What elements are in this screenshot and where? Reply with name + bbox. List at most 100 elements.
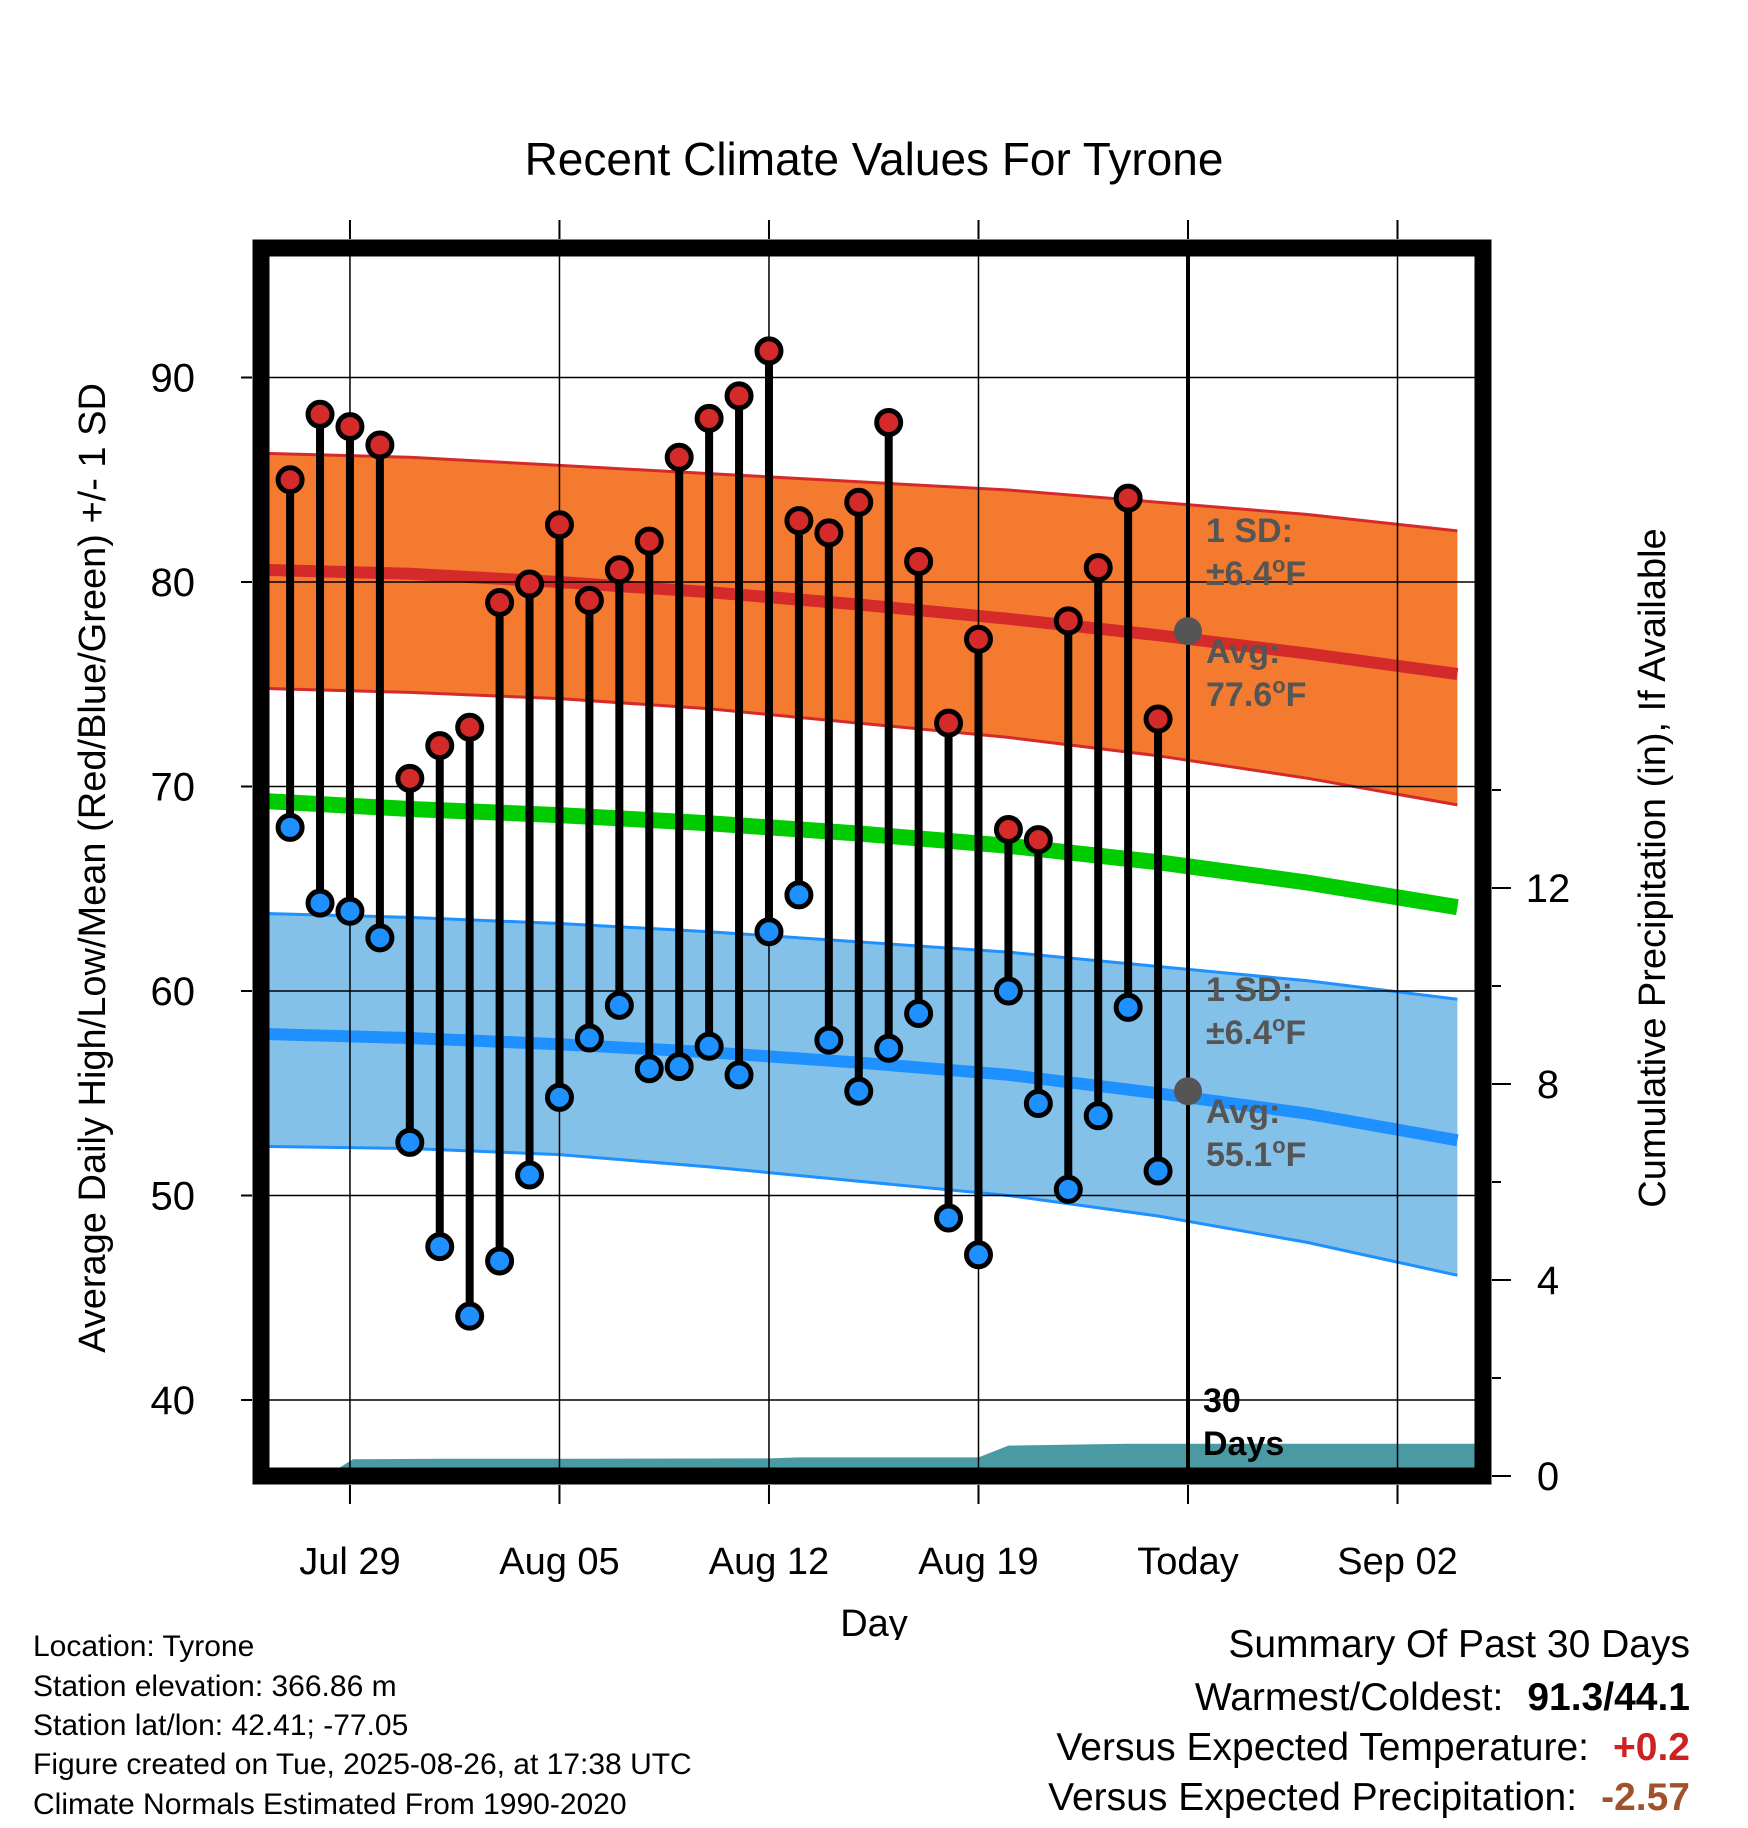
- high-point-aug-15: [844, 487, 874, 517]
- warmest-coldest-value: 91.3/44.1: [1527, 1676, 1690, 1719]
- low-point-aug-25: [1143, 1156, 1173, 1186]
- low-point-aug-02: [455, 1301, 485, 1331]
- high-point-aug-18: [934, 708, 964, 738]
- summary-row-precip: Versus Expected Precipitation: -2.57: [1048, 1778, 1690, 1817]
- summary-row-temp: Versus Expected Temperature: +0.2: [1056, 1728, 1690, 1767]
- latlon-text: Station lat/lon: 42.41; -77.05: [33, 1709, 409, 1742]
- high-point-aug-17: [904, 547, 934, 577]
- low-point-jul-30: [365, 923, 395, 953]
- high-point-jul-27: [275, 465, 305, 495]
- plot-frame: [252, 239, 1492, 1485]
- low-point-aug-17: [904, 998, 934, 1028]
- y-tick-label-90: 90: [151, 357, 196, 401]
- low-point-aug-03: [485, 1246, 515, 1276]
- high-point-aug-06: [574, 585, 604, 615]
- high-point-aug-05: [544, 510, 574, 540]
- days-count-label: 30: [1203, 1382, 1241, 1420]
- x-tick-label-aug-19: Aug 19: [918, 1541, 1038, 1583]
- high-point-aug-03: [485, 587, 515, 617]
- high-point-jul-29: [335, 412, 365, 442]
- low-point-aug-08: [634, 1054, 664, 1084]
- days-unit-label: Days: [1203, 1425, 1284, 1463]
- summary-row-warmest: Warmest/Coldest: 91.3/44.1: [1195, 1678, 1690, 1717]
- high-sd-label: 1 SD:: [1206, 512, 1293, 550]
- low-point-jul-29: [335, 896, 365, 926]
- high-point-aug-12: [754, 336, 784, 366]
- low-point-aug-13: [784, 880, 814, 910]
- y-tick-label-80: 80: [151, 561, 196, 605]
- warmest-coldest-label: Warmest/Coldest:: [1194, 1676, 1504, 1719]
- low-point-jul-27: [275, 812, 305, 842]
- high-point-aug-14: [814, 518, 844, 548]
- climate-chart: Recent Climate Values For Tyrone 1 SD:±6…: [72, 133, 1674, 1640]
- low-point-aug-06: [574, 1023, 604, 1053]
- high-point-aug-09: [664, 442, 694, 472]
- high-avg-value: 77.6oF: [1206, 673, 1306, 714]
- low-point-aug-16: [874, 1033, 904, 1063]
- normals-text: Climate Normals Estimated From 1990-2020: [33, 1788, 627, 1821]
- high-sd-value: ±6.4oF: [1206, 552, 1306, 593]
- low-sd-label: 1 SD:: [1206, 971, 1293, 1009]
- low-point-aug-20: [993, 976, 1023, 1006]
- low-point-aug-14: [814, 1025, 844, 1055]
- y2-tick-label-12: 12: [1526, 867, 1571, 911]
- high-point-aug-21: [1023, 825, 1053, 855]
- low-point-aug-23: [1083, 1101, 1113, 1131]
- low-point-aug-22: [1053, 1174, 1083, 1204]
- low-point-aug-18: [934, 1203, 964, 1233]
- high-point-aug-25: [1143, 704, 1173, 734]
- low-sd-value: ±6.4oF: [1206, 1011, 1306, 1052]
- y2-axis-label: Cumulative Precipitation (in), If Availa…: [1632, 528, 1674, 1207]
- summary-title: Summary Of Past 30 Days: [1228, 1623, 1690, 1666]
- low-point-aug-24: [1113, 992, 1143, 1022]
- high-point-jul-30: [365, 430, 395, 460]
- precip-anomaly-value: -2.57: [1601, 1776, 1690, 1819]
- temp-anomaly-value: +0.2: [1613, 1726, 1690, 1769]
- precip-anomaly-label: Versus Expected Precipitation:: [1048, 1776, 1578, 1819]
- y2-tick-label-4: 4: [1537, 1259, 1559, 1303]
- low-point-jul-31: [395, 1127, 425, 1157]
- y-axis-label: Average Daily High/Low/Mean (Red/Blue/Gr…: [72, 383, 114, 1353]
- high-point-aug-24: [1113, 483, 1143, 513]
- low-point-aug-04: [515, 1160, 545, 1190]
- high-point-aug-11: [724, 381, 754, 411]
- x-tick-label-aug-12: Aug 12: [709, 1541, 829, 1583]
- today-low-avg-marker: [1174, 1077, 1202, 1106]
- low-point-aug-11: [724, 1060, 754, 1090]
- high-sd-band-upper-edge: [261, 451, 1458, 533]
- high-point-aug-01: [425, 731, 455, 761]
- high-avg-label: Avg:: [1206, 633, 1280, 671]
- y-tick-label-50: 50: [151, 1175, 196, 1219]
- low-avg-value: 55.1oF: [1206, 1133, 1306, 1174]
- temp-anomaly-label: Versus Expected Temperature:: [1056, 1726, 1589, 1769]
- x-axis-label: Day: [840, 1603, 908, 1640]
- low-point-aug-15: [844, 1076, 874, 1106]
- y-tick-label-60: 60: [151, 970, 196, 1014]
- low-point-aug-10: [694, 1031, 724, 1061]
- chart-title: Recent Climate Values For Tyrone: [525, 133, 1224, 185]
- low-point-aug-19: [963, 1240, 993, 1270]
- y2-tick-label-0: 0: [1537, 1455, 1559, 1499]
- high-point-jul-31: [395, 763, 425, 793]
- low-sd-band-lower-edge: [261, 1144, 1458, 1277]
- high-point-aug-20: [993, 814, 1023, 844]
- high-point-aug-08: [634, 526, 664, 556]
- high-point-aug-19: [963, 624, 993, 654]
- low-avg-label: Avg:: [1206, 1093, 1280, 1131]
- high-point-aug-22: [1053, 606, 1083, 636]
- low-point-aug-21: [1023, 1088, 1053, 1118]
- high-point-aug-07: [604, 555, 634, 585]
- high-point-aug-23: [1083, 553, 1113, 583]
- high-point-jul-28: [305, 399, 335, 429]
- high-point-aug-04: [515, 569, 545, 599]
- low-point-aug-07: [604, 990, 634, 1020]
- today-high-avg-marker: [1174, 617, 1202, 646]
- x-tick-label-today: Today: [1137, 1541, 1238, 1583]
- low-point-aug-01: [425, 1232, 455, 1262]
- y-tick-label-70: 70: [151, 766, 196, 810]
- high-point-aug-13: [784, 506, 814, 536]
- low-point-aug-05: [544, 1082, 574, 1112]
- high-point-aug-10: [694, 403, 724, 433]
